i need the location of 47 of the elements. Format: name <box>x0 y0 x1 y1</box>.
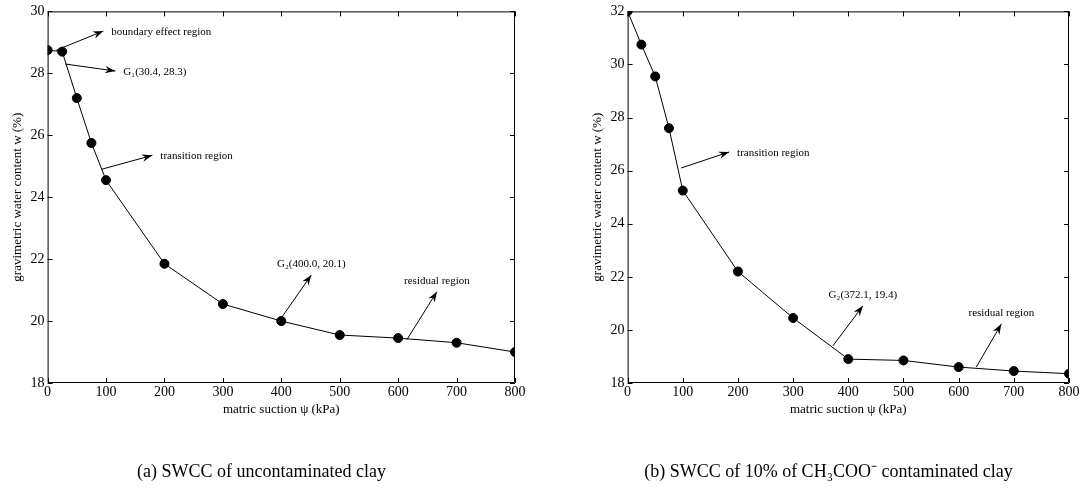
x-tick-label: 800 <box>504 384 526 400</box>
annotation: G₂(400.0, 20.1) <box>277 256 346 270</box>
y-tick-label: 30 <box>610 56 625 72</box>
annotation: boundary effect region <box>111 25 212 38</box>
x-tick-label: 100 <box>95 384 117 400</box>
y-tick-label: 32 <box>610 3 625 19</box>
x-tick-label: 800 <box>1058 384 1080 400</box>
y-axis-title: gravimetric water content w (%) <box>9 112 25 282</box>
y-tick-label: 18 <box>610 374 625 390</box>
x-tick-label: 400 <box>270 384 292 400</box>
y-tick-label: 28 <box>610 109 625 125</box>
x-tick-label: 0 <box>44 384 52 400</box>
y-tick-label: 22 <box>610 268 625 284</box>
y-tick-label: 26 <box>610 162 625 178</box>
x-tick-label: 100 <box>672 384 694 400</box>
x-axis-title: matric suction ψ (kPa) <box>222 401 340 417</box>
annotation: residual region <box>404 273 471 286</box>
y-tick-label: 20 <box>30 312 45 328</box>
x-tick-label: 500 <box>329 384 351 400</box>
x-tick-label: 700 <box>446 384 468 400</box>
annotation: transition region <box>737 146 811 158</box>
x-tick-label: 500 <box>892 384 914 400</box>
y-tick-label: 18 <box>30 374 45 390</box>
y-tick-label: 28 <box>30 65 45 81</box>
x-tick-label: 400 <box>837 384 859 400</box>
x-tick-label: 600 <box>948 384 970 400</box>
y-axis-title: gravimetric water content w (%) <box>589 112 605 282</box>
x-tick-label: 300 <box>782 384 804 400</box>
x-axis-title: matric suction ψ (kPa) <box>789 401 907 417</box>
y-tick-label: 30 <box>30 3 45 19</box>
text: (b) SWCC of 10% of CH₃COO⁻ contaminated clay <box>644 460 1013 482</box>
x-tick-label: 700 <box>1003 384 1025 400</box>
y-tick-label: 26 <box>30 126 45 142</box>
x-tick-label: 300 <box>212 384 234 400</box>
y-tick-label: 24 <box>30 188 45 204</box>
x-tick-label: 200 <box>153 384 175 400</box>
annotation: G₂(372.1, 19.4) <box>828 287 898 301</box>
y-tick-label: 24 <box>610 215 625 231</box>
text: (a) SWCC of uncontaminated clay <box>137 460 386 482</box>
annotation: residual region <box>968 306 1035 319</box>
annotation: transition region <box>160 149 234 162</box>
x-tick-label: 600 <box>387 384 409 400</box>
y-tick-label: 20 <box>610 321 625 337</box>
annotation: G₁(30.4, 28.3) <box>123 65 187 79</box>
x-tick-label: 200 <box>727 384 749 400</box>
y-tick-label: 22 <box>30 250 45 266</box>
x-tick-label: 0 <box>624 384 632 400</box>
